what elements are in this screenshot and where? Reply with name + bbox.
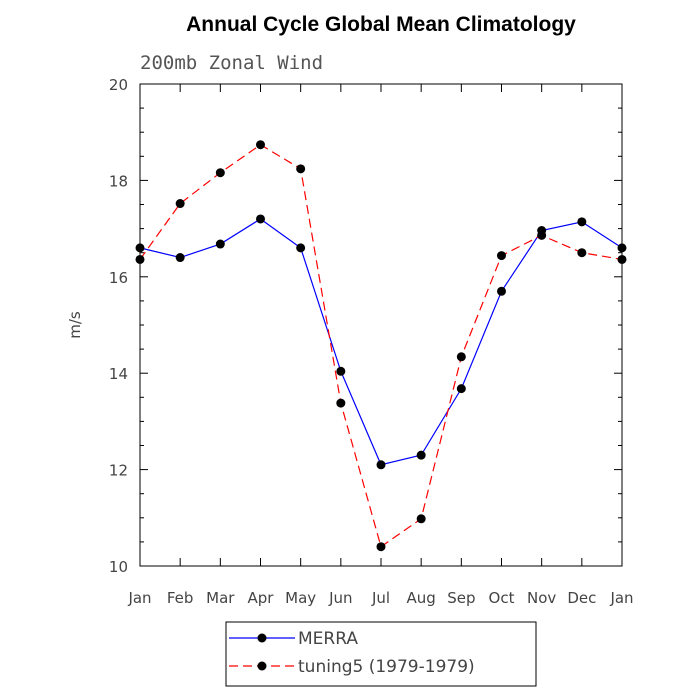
data-point-series-1	[336, 398, 346, 408]
x-tick-label: Feb	[167, 589, 194, 607]
x-tick-label: Jan	[127, 589, 151, 607]
x-tick-label: Jul	[371, 589, 390, 607]
plot-frame	[139, 83, 623, 567]
legend-label-tuning5: tuning5 (1979-1979)	[298, 657, 475, 677]
data-point-series-1	[376, 542, 386, 552]
x-tick-label: Jun	[328, 589, 352, 607]
legend: MERRA tuning5 (1979-1979)	[225, 621, 537, 687]
data-point-series-0	[456, 384, 466, 394]
x-tick-label: Jan	[609, 589, 633, 607]
chart-title: Annual Cycle Global Mean Climatology	[186, 13, 576, 36]
x-tick-labels: Jan Feb Mar Apr May Jun Jul Aug Sep Oct Nov Dec Jan	[127, 589, 633, 607]
data-point-series-0	[497, 286, 506, 296]
legend-marker-tuning5	[257, 661, 267, 671]
data-point-series-0	[175, 253, 185, 263]
data-point-series-1	[416, 514, 426, 524]
x-tick-label: Aug	[407, 589, 436, 607]
data-point-series-1	[617, 254, 627, 264]
data-point-series-1	[456, 352, 466, 362]
series-line-0	[139, 218, 623, 466]
x-tick-label: Dec	[567, 589, 596, 607]
series-layer	[135, 140, 627, 552]
y-tick-label: 18	[109, 172, 128, 190]
x-tick-label: May	[285, 589, 316, 607]
y-tick-label: 10	[109, 558, 128, 576]
axis-ticks	[139, 83, 623, 567]
data-point-series-0	[215, 239, 225, 249]
x-tick-label: Apr	[248, 589, 275, 607]
data-point-series-1	[537, 230, 547, 240]
legend-marker-merra	[257, 633, 267, 643]
data-point-series-1	[296, 164, 306, 174]
data-point-series-1	[175, 199, 185, 209]
y-tick-labels: 10 12 14 16 18 20	[109, 76, 128, 576]
data-point-series-0	[376, 460, 386, 470]
data-point-series-0	[296, 243, 306, 253]
data-point-series-0	[256, 214, 265, 224]
y-tick-label: 16	[109, 269, 128, 287]
legend-box	[225, 621, 537, 687]
data-point-series-0	[617, 243, 627, 253]
x-tick-label: Mar	[206, 589, 235, 607]
chart-subtitle: 200mb Zonal Wind	[140, 52, 323, 74]
x-tick-label: Sep	[447, 589, 475, 607]
y-tick-label: 12	[109, 462, 128, 480]
y-tick-label: 14	[109, 365, 128, 383]
data-point-series-1	[135, 254, 145, 264]
data-point-series-0	[577, 217, 587, 227]
data-point-series-0	[336, 366, 346, 376]
series-line-1	[139, 144, 623, 548]
x-tick-label: Nov	[527, 589, 556, 607]
data-point-series-1	[215, 168, 225, 178]
data-point-series-0	[135, 243, 145, 253]
data-point-series-1	[577, 248, 587, 258]
data-point-series-1	[256, 140, 265, 150]
data-point-series-1	[497, 251, 506, 261]
legend-label-merra: MERRA	[298, 629, 358, 649]
y-tick-label: 20	[109, 76, 128, 94]
y-axis-label: m/s	[66, 311, 84, 339]
data-point-series-0	[416, 450, 426, 460]
x-tick-label: Oct	[489, 589, 515, 607]
